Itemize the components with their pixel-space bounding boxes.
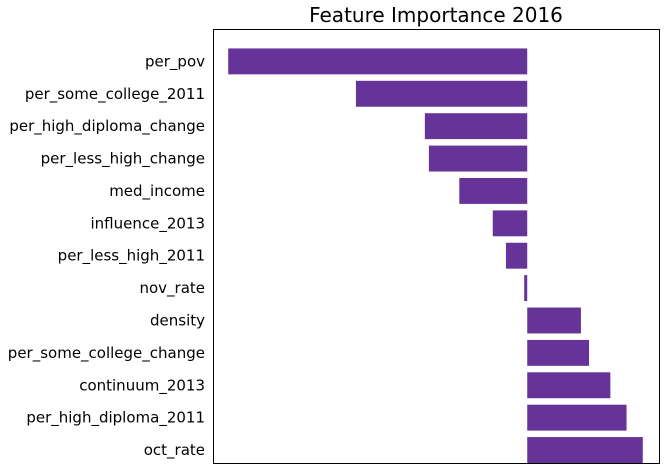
bar-per-some-college-2011 [355, 80, 528, 107]
bar-continuum-2013 [527, 372, 611, 399]
bar-per-some-college-change [527, 339, 590, 366]
bar-oct-rate [527, 437, 643, 463]
y-tick-labels: per_pov per_some_college_2011 per_high_dip… [8, 52, 205, 460]
bar-per-high-diploma-2011 [527, 404, 627, 431]
y-tick-label: per_high_diploma_change [9, 117, 205, 136]
y-tick-label: per_pov [145, 52, 205, 71]
y-tick-label: per_less_high_2011 [58, 247, 205, 266]
y-tick-label: per_less_high_change [41, 150, 205, 169]
bar-influence-2013 [492, 210, 528, 237]
bar-density [527, 307, 581, 334]
y-tick-label: per_high_diploma_2011 [26, 409, 205, 428]
y-tick-label: continuum_2013 [79, 376, 205, 395]
y-tick-label: med_income [109, 182, 205, 201]
bar-nov-rate [524, 275, 528, 302]
bar-per-less-high-change [428, 145, 528, 172]
bar-per-less-high-2011 [505, 242, 528, 269]
y-tick-label: nov_rate [139, 279, 205, 298]
y-tick-label: oct_rate [144, 441, 205, 460]
y-tick-label: influence_2013 [90, 214, 205, 233]
bar-per-high-diploma-change [424, 113, 528, 140]
bar-med-income [459, 177, 528, 204]
y-tick-label: per_some_college_change [8, 344, 205, 363]
bar-per-pov [228, 48, 528, 75]
plot-frame [213, 29, 660, 464]
chart-title: Feature Importance 2016 [309, 3, 563, 27]
y-tick-label: density [150, 311, 205, 329]
bars-group [228, 48, 643, 463]
y-tick-label: per_some_college_2011 [25, 85, 205, 104]
